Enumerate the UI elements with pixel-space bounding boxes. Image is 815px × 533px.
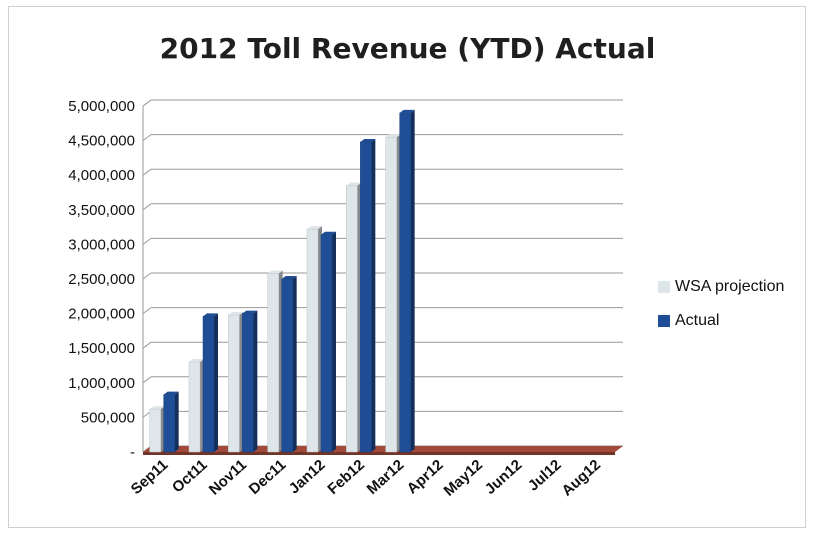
- y-tick-label: 4,500,000: [68, 133, 135, 150]
- bar-top: [228, 311, 244, 315]
- y-axis-top-edge: [142, 99, 152, 107]
- y-tick-label: 3,500,000: [68, 202, 135, 219]
- bar-side: [253, 310, 258, 452]
- floor: [143, 446, 623, 452]
- y-tick-label: 3,000,000: [68, 236, 135, 253]
- bar-top: [203, 313, 218, 317]
- bar-wsa-projection: [188, 361, 201, 453]
- y-tick-label: 2,000,000: [68, 306, 135, 323]
- y-tick-label: 4,000,000: [68, 167, 135, 184]
- bar-top: [399, 109, 415, 113]
- floor-edge: [143, 452, 615, 455]
- y-tick-label: 1,500,000: [68, 340, 135, 357]
- bar-wsa-projection: [346, 185, 358, 453]
- legend-swatch-actual: [658, 315, 670, 327]
- bar-wsa-projection: [228, 314, 240, 453]
- gridline-slant: [142, 237, 152, 245]
- y-tick-label: 5,000,000: [68, 98, 135, 115]
- bar-top: [346, 182, 362, 186]
- bar-top: [307, 226, 322, 230]
- bar-actual: [281, 278, 293, 453]
- bar-side: [332, 231, 336, 452]
- x-tick-label: Apr12: [404, 456, 447, 497]
- bar-side: [371, 138, 376, 452]
- bar-actual: [360, 141, 372, 453]
- bar-actual: [320, 234, 333, 453]
- legend-item-actual: Actual: [658, 310, 784, 332]
- bar-actual: [202, 316, 215, 453]
- x-tick-label: Sep11: [128, 456, 172, 498]
- legend-swatch-wsa-projection: [658, 281, 670, 293]
- y-tick-label: 1,000,000: [68, 375, 135, 392]
- y-tick-label: -: [130, 444, 135, 461]
- bar-wsa-projection: [149, 408, 161, 453]
- bar-top: [321, 231, 336, 235]
- gridline-slant: [142, 203, 152, 211]
- legend-item-wsa-projection: WSA projection: [658, 276, 784, 298]
- x-tick-label: Nov11: [206, 456, 250, 498]
- legend-label-wsa-projection: WSA projection: [675, 278, 785, 295]
- bar-top: [360, 138, 376, 142]
- gridline-slant: [142, 272, 152, 280]
- x-tick-label: Jan12: [286, 456, 329, 497]
- bar-actual: [399, 112, 411, 453]
- x-tick-label: Mar12: [364, 456, 408, 498]
- bar-wsa-projection: [385, 136, 397, 453]
- gridline-slant: [142, 168, 152, 176]
- bar-wsa-projection: [306, 228, 319, 453]
- bar-top: [281, 276, 297, 279]
- bar-actual: [242, 313, 254, 453]
- gridline-slant: [142, 307, 152, 315]
- x-tick-label: Feb12: [324, 456, 368, 498]
- bar-top: [267, 270, 283, 274]
- bar-side: [410, 109, 415, 453]
- bar-side: [174, 391, 179, 452]
- legend-label-actual: Actual: [675, 312, 720, 329]
- x-tick-label: Jul12: [525, 456, 565, 494]
- bar-side: [214, 313, 218, 452]
- x-tick-label: Dec11: [246, 456, 290, 498]
- bar-top: [189, 359, 204, 363]
- gridline-slant: [142, 341, 152, 349]
- bar-top: [242, 310, 258, 314]
- y-tick-label: 500,000: [81, 409, 135, 426]
- gridline-slant: [142, 134, 152, 142]
- x-tick-label: Aug12: [559, 456, 604, 499]
- chart-title: 2012 Toll Revenue (YTD) Actual: [159, 32, 656, 65]
- x-tick-label: Jun12: [482, 456, 526, 498]
- bar-side: [292, 276, 297, 452]
- bar-actual: [163, 394, 175, 453]
- bar-wsa-projection: [267, 273, 279, 453]
- y-tick-label: 2,500,000: [68, 271, 135, 288]
- bar-top: [149, 406, 165, 410]
- x-tick-label: Oct11: [169, 456, 211, 496]
- legend: WSA projection Actual: [658, 276, 784, 344]
- x-tick-label: May12: [441, 456, 486, 499]
- bar-top: [385, 134, 401, 138]
- gridline-slant: [142, 376, 152, 384]
- bar-top: [163, 391, 179, 395]
